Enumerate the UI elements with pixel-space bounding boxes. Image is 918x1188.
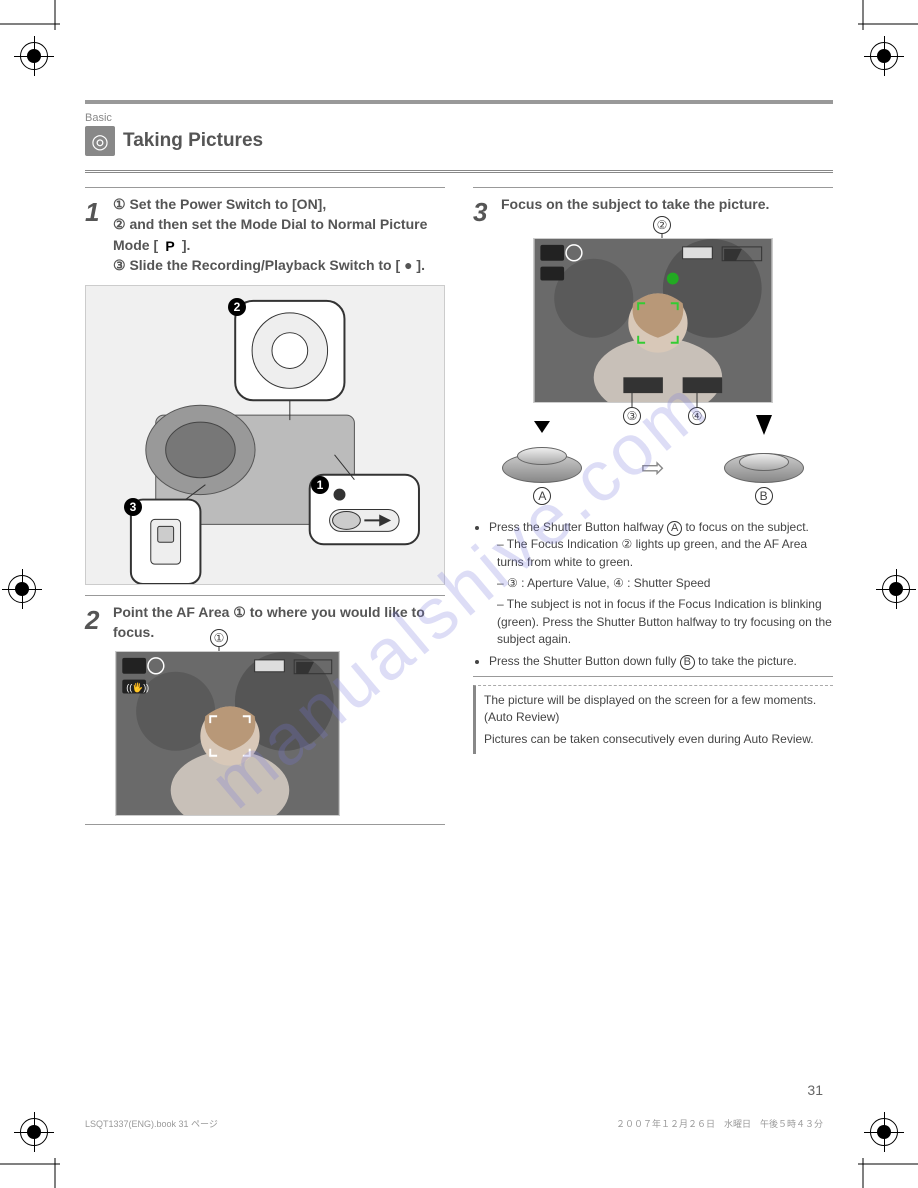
page-title: Taking Pictures — [123, 130, 263, 152]
footer-file: LSQT1337(ENG).book 31 ページ — [85, 1117, 218, 1130]
callout-1: ① — [210, 629, 228, 647]
shutter-full: B — [724, 433, 804, 505]
p-mode-icon: P — [162, 238, 178, 254]
step-text: ① Set the Power Switch to [ON], ② and th… — [113, 194, 445, 275]
label-a: A — [533, 487, 551, 505]
step-2: 2 Point the AF Area ① to where you would… — [85, 602, 445, 643]
result-line2: Pictures can be taken consecutively even… — [484, 731, 825, 748]
step-number: 3 — [473, 194, 495, 232]
sub-item: The subject is not in focus if the Focus… — [497, 596, 833, 648]
rule — [473, 187, 833, 188]
right-column: 3 Focus on the subject to take the pictu… — [473, 181, 833, 831]
rule — [85, 187, 445, 188]
record-icon: ● — [404, 257, 412, 273]
label-b: B — [755, 487, 773, 505]
section-label: Basic — [85, 112, 833, 124]
label-b-inline: B — [680, 655, 695, 670]
camera-mode-icon: ◎ — [85, 126, 115, 156]
sub-item: The Focus Indication ② lights up green, … — [497, 536, 833, 571]
step3-bullets: Press the Shutter Button halfway A to fo… — [473, 519, 833, 670]
bullet-item: Press the Shutter Button down fully B to… — [489, 653, 833, 670]
step1-line2: ② and then set the Mode Dial to Normal P… — [113, 216, 427, 252]
rule — [85, 824, 445, 825]
step1-line3-suf: ]. — [416, 257, 425, 273]
bullet-item: Press the Shutter Button halfway A to fo… — [489, 519, 833, 649]
sub-list: The Focus Indication ② lights up green, … — [489, 536, 833, 648]
result-line1: The picture will be displayed on the scr… — [484, 692, 825, 727]
footer-date: ２００７年１２月２６日 水曜日 午後５時４３分 — [616, 1117, 823, 1130]
rule — [473, 676, 833, 677]
step-text: Point the AF Area ① to where you would l… — [113, 602, 445, 643]
rule — [85, 170, 833, 173]
result-box: The picture will be displayed on the scr… — [473, 685, 833, 754]
top-bar — [85, 100, 833, 104]
shutter-half: A — [502, 433, 582, 505]
arrow-down-icon — [534, 421, 550, 433]
callout-2: ② — [653, 216, 671, 234]
lcd-container: ① — [115, 651, 340, 816]
step-number: 1 — [85, 194, 107, 275]
leader-line — [631, 389, 633, 407]
arrow-down-icon — [756, 415, 772, 435]
step1-line1: ① Set the Power Switch to [ON], — [113, 196, 326, 212]
step1-line3-pre: ③ Slide the Recording/Playback Switch to… — [113, 257, 400, 273]
lcd-preview-2 — [533, 238, 773, 403]
shutter-row: A ⇨ B — [473, 433, 833, 505]
step-number: 2 — [85, 602, 107, 643]
label-a-inline: A — [667, 521, 682, 536]
left-column: 1 ① Set the Power Switch to [ON], ② and … — [85, 181, 445, 831]
svg-text:((🖐)): ((🖐)) — [126, 681, 149, 693]
callout-4: ④ — [688, 407, 706, 425]
title-row: ◎ Taking Pictures — [85, 126, 833, 156]
lcd-preview-1: ((🖐)) — [115, 651, 340, 816]
callout-3: ③ — [623, 407, 641, 425]
camera-diagram: 1 2 3 — [85, 285, 445, 585]
arrow-right-icon: ⇨ — [641, 448, 664, 489]
leader-line — [696, 389, 698, 407]
page-number: 31 — [807, 1082, 823, 1098]
step-1: 1 ① Set the Power Switch to [ON], ② and … — [85, 194, 445, 275]
step1-line2-suffix: ]. — [182, 237, 191, 253]
sub-item: ③ : Aperture Value, ④ : Shutter Speed — [497, 575, 833, 592]
page-content: Basic ◎ Taking Pictures 1 ① Set the Powe… — [85, 100, 833, 831]
camera-illustration — [86, 286, 444, 584]
rule — [85, 595, 445, 596]
columns: 1 ① Set the Power Switch to [ON], ② and … — [85, 181, 833, 831]
lcd2-container: ② — [523, 238, 783, 403]
